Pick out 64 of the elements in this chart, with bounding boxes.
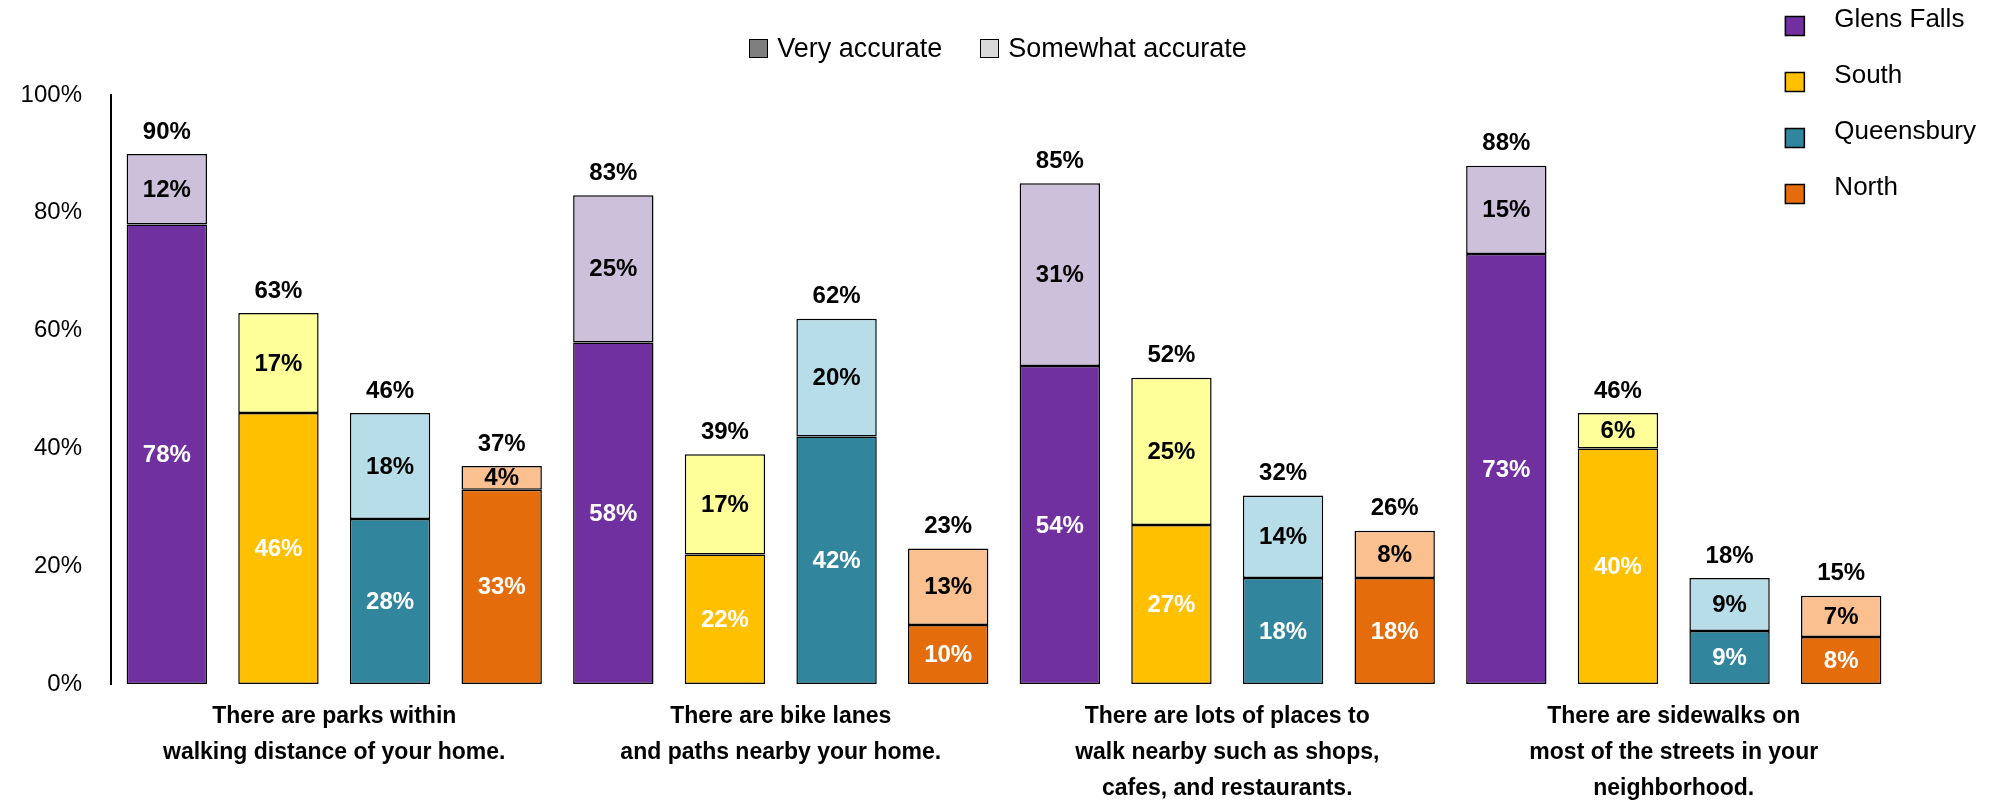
- total-label: 37%: [477, 428, 526, 456]
- total-label: 46%: [1593, 375, 1642, 403]
- y-tick-label: 0%: [47, 668, 82, 696]
- data-label: 73%: [1482, 454, 1531, 482]
- total-label: 26%: [1370, 493, 1419, 521]
- text: There are bike lanes and paths nearby your home.: [620, 702, 942, 765]
- legend-label: North: [1834, 171, 1898, 202]
- data-label: 8%: [1377, 540, 1413, 568]
- y-tick-label: 80%: [33, 197, 82, 225]
- data-label: 20%: [812, 363, 861, 391]
- total-label: 85%: [1035, 145, 1084, 173]
- data-label: 28%: [366, 587, 415, 615]
- total-label: 18%: [1705, 540, 1754, 568]
- y-tick-label: 20%: [33, 550, 82, 578]
- legend-label: Glens Falls: [1834, 3, 1965, 34]
- data-label: 14%: [1259, 522, 1308, 550]
- data-label: 40%: [1593, 551, 1642, 579]
- data-label: 18%: [1370, 616, 1419, 644]
- data-label: 6%: [1600, 416, 1636, 444]
- data-label: 9%: [1712, 590, 1747, 618]
- data-label: 9%: [1712, 643, 1747, 671]
- data-label: 12%: [142, 174, 191, 202]
- total-label: 83%: [589, 157, 638, 185]
- text: There are lots of places to walk nearby such as shops, cafes, and restaurants.: [1074, 702, 1380, 801]
- data-label: 13%: [924, 572, 973, 600]
- data-label: 22%: [700, 604, 749, 632]
- total-label: 32%: [1259, 458, 1308, 486]
- total-label: 52%: [1147, 340, 1196, 368]
- text: There are parks within walking distance of your home.: [161, 702, 506, 765]
- total-label: 63%: [254, 275, 303, 303]
- total-label: 88%: [1482, 128, 1531, 156]
- data-label: 46%: [254, 534, 303, 562]
- data-label: 7%: [1823, 601, 1859, 629]
- data-label: 17%: [700, 489, 749, 517]
- data-label: 25%: [1147, 436, 1196, 464]
- text: There are sidewalks on most of the streets in your neighborhood.: [1529, 702, 1819, 801]
- data-label: 31%: [1035, 260, 1084, 288]
- legend-label: Queensbury: [1834, 115, 1977, 146]
- legend-label: South: [1834, 59, 1903, 90]
- y-tick-label: 100%: [20, 79, 82, 107]
- data-label: 10%: [924, 640, 973, 668]
- total-label: 46%: [366, 375, 415, 403]
- data-label: 4%: [484, 463, 520, 491]
- data-label: 33%: [477, 572, 526, 600]
- y-tick-label: 40%: [33, 433, 82, 461]
- data-label: 8%: [1823, 646, 1859, 674]
- data-label: 17%: [254, 348, 303, 376]
- total-label: 23%: [924, 511, 973, 539]
- data-label: 18%: [1259, 616, 1308, 644]
- data-label: 18%: [366, 451, 415, 479]
- data-label: 25%: [589, 254, 638, 282]
- data-label: 54%: [1035, 510, 1084, 538]
- y-tick-label: 60%: [33, 315, 82, 343]
- total-label: 90%: [142, 116, 191, 144]
- data-label: 42%: [812, 545, 861, 573]
- data-label: 78%: [142, 439, 191, 467]
- total-label: 39%: [700, 416, 749, 444]
- data-label: 15%: [1482, 195, 1531, 223]
- text: Very accurate: [777, 33, 943, 64]
- data-label: 58%: [589, 498, 638, 526]
- data-label: 27%: [1147, 590, 1196, 618]
- total-label: 15%: [1817, 558, 1866, 586]
- text: Somewhat accurate: [1008, 33, 1247, 64]
- total-label: 62%: [812, 281, 861, 309]
